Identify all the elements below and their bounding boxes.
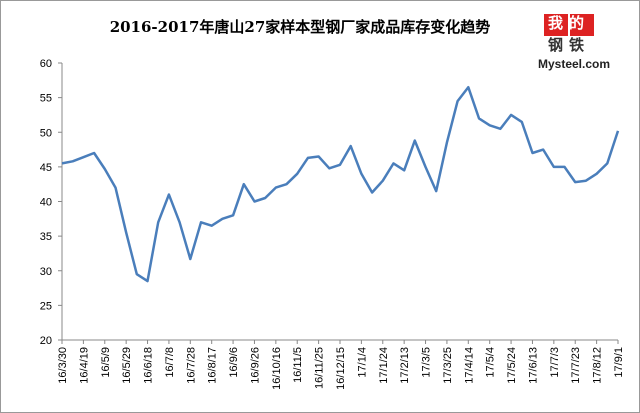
x-tick-label: 17/1/24 [378, 347, 390, 384]
y-tick-label: 45 [40, 162, 52, 174]
logo-site: Mysteel.com [538, 57, 610, 71]
x-tick-label: 16/11/25 [314, 347, 326, 389]
x-tick-label: 16/6/18 [143, 347, 155, 384]
x-tick-label: 16/10/16 [271, 347, 283, 390]
x-tick-label: 16/3/30 [57, 347, 69, 384]
y-tick-label: 35 [40, 231, 52, 243]
y-tick-label: 20 [40, 335, 52, 347]
x-tick-label: 17/3/25 [442, 347, 454, 384]
x-tick-label: 16/5/29 [121, 347, 133, 384]
x-tick-label: 17/8/12 [592, 347, 604, 384]
x-tick-label: 17/1/4 [356, 347, 368, 378]
x-tick-label: 16/7/8 [164, 347, 176, 378]
x-tick-label: 17/7/23 [570, 347, 582, 384]
x-tick-label: 16/11/5 [292, 347, 304, 383]
x-tick-label: 16/8/17 [207, 347, 219, 384]
logo-box [570, 14, 594, 36]
logo-box [544, 14, 568, 36]
y-tick-label: 60 [40, 58, 52, 70]
chart-title: 2016-2017年唐山27家样本型钢厂家成品库存变化趋势 [110, 18, 491, 36]
x-tick-label: 17/3/5 [421, 347, 433, 378]
x-tick-label: 16/7/28 [185, 347, 197, 384]
x-tick-label: 17/7/3 [549, 347, 561, 378]
x-tick-label: 17/2/13 [399, 347, 411, 384]
x-tick-label: 16/9/6 [228, 347, 240, 378]
x-tick-label: 17/6/13 [527, 347, 539, 384]
y-tick-label: 30 [40, 266, 52, 278]
logo-top: 我的 [548, 14, 590, 32]
logo: 我的 钢铁 Mysteel.com [538, 14, 610, 71]
logo-bottom: 钢铁 [548, 36, 590, 54]
x-tick-label: 16/5/9 [100, 347, 112, 378]
y-tick-label: 50 [40, 127, 52, 139]
y-tick-label: 55 [40, 93, 52, 105]
y-tick-label: 40 [40, 197, 52, 209]
y-tick-label: 25 [40, 300, 52, 312]
x-tick-label: 16/12/15 [335, 347, 347, 390]
x-tick-label: 17/4/14 [463, 347, 475, 384]
x-tick-label: 16/9/26 [249, 347, 261, 384]
x-tick-label: 17/5/24 [506, 347, 518, 384]
x-tick-label: 17/9/1 [613, 347, 625, 378]
data-line [61, 85, 620, 283]
x-tick-label: 16/4/19 [78, 347, 90, 384]
x-tick-label: 17/5/4 [485, 347, 497, 378]
